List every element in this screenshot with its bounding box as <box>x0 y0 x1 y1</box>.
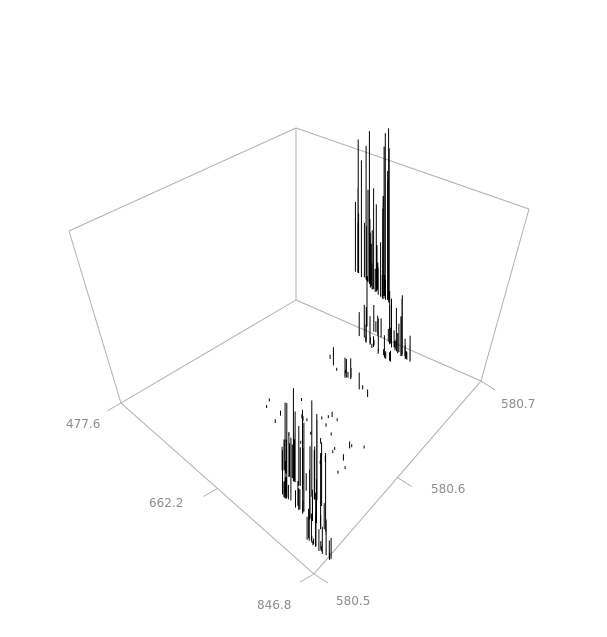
x-tick-label-1: 662.2 <box>149 496 183 510</box>
x-tick-label-0: 477.6 <box>66 417 100 431</box>
x-tick-mark-1 <box>203 488 218 497</box>
y-tick-mark-0 <box>313 573 329 584</box>
data-sticks <box>266 128 411 560</box>
box-edge-back-left <box>120 299 297 404</box>
y-tick-label-1: 580.6 <box>431 482 465 496</box>
y-tick-mark-1 <box>397 477 412 487</box>
axis-tick-marks <box>106 380 496 584</box>
plot-box-frame <box>68 127 530 575</box>
x-tick-mark-2 <box>299 573 315 583</box>
y-tick-mark-2 <box>480 380 496 391</box>
box-top-left <box>68 127 297 232</box>
box-top-right <box>295 127 530 210</box>
box-vertical-left <box>68 230 122 404</box>
x-tick-label-2: 846.8 <box>257 598 291 612</box>
box-vertical-right <box>480 208 530 382</box>
y-tick-label-0: 580.5 <box>336 594 370 608</box>
x-tick-mark-0 <box>106 402 122 412</box>
y-tick-label-2: 580.7 <box>501 397 535 411</box>
